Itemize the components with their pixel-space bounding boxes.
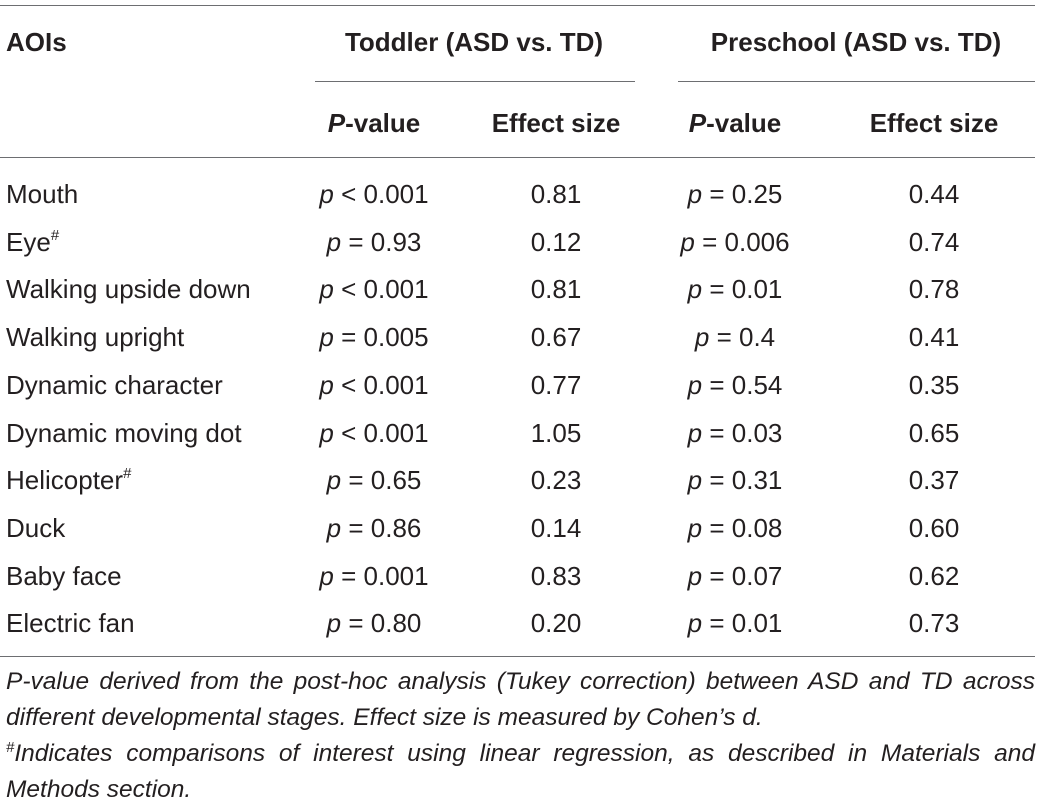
- toddler-pvalue: p < 0.001: [319, 179, 429, 209]
- toddler-pvalue: p < 0.001: [319, 274, 429, 305]
- header-bottom-rule: [0, 157, 1035, 158]
- table-row: Walking upright p = 0.005 0.67 p = 0.4 0.41: [0, 322, 1041, 352]
- aoi-label: Duck: [6, 512, 66, 543]
- preschool-effect-size: 0.62: [908, 560, 960, 591]
- toddler-effect-size: 0.14: [530, 512, 582, 543]
- preschool-pvalue: p = 0.4: [694, 322, 776, 353]
- toddler-effect-size: 0.81: [530, 274, 582, 305]
- preschool-effect-size: 0.37: [908, 465, 960, 496]
- toddler-effect-size: 0.23: [530, 465, 582, 496]
- toddler-pvalue: p = 0.86: [326, 512, 422, 543]
- toddler-pvalue: p < 0.001: [319, 417, 429, 448]
- toddler-effect-size: 0.20: [530, 608, 582, 639]
- aoi-label: Dynamic moving dot: [6, 417, 242, 448]
- footnote-text-2: Indicates comparisons of interest using …: [6, 740, 1035, 803]
- preschool-effect-size: 0.78: [908, 274, 960, 305]
- table-row: Eye# p = 0.93 0.12 p = 0.006 0.74: [0, 227, 1041, 257]
- preschool-pvalue: p = 0.25: [687, 179, 783, 209]
- aoi-label: Electric fan: [6, 608, 135, 639]
- toddler-effect-size: 1.05: [530, 417, 582, 448]
- toddler-effect-size: 0.67: [530, 322, 582, 353]
- preschool-effect-size: 0.44: [908, 179, 960, 209]
- table-row: Electric fan p = 0.80 0.20 p = 0.01 0.73: [0, 608, 1041, 638]
- footnote-text: P-value derived from the post-hoc analys…: [6, 668, 1035, 731]
- preschool-effect-size: 0.35: [908, 369, 960, 400]
- preschool-group-rule: [678, 81, 1035, 82]
- aoi-label: Mouth: [6, 179, 79, 209]
- aoi-label: Walking upside down: [6, 274, 251, 305]
- toddler-pvalue: p = 0.005: [319, 322, 429, 353]
- preschool-pvalue: p = 0.01: [687, 274, 783, 305]
- toddler-pvalue: p < 0.001: [319, 369, 429, 400]
- table-footnote: P-value derived from the post-hoc analys…: [6, 664, 1035, 808]
- aoi-label: Baby face: [6, 560, 122, 591]
- header-toddler: Toddler (ASD vs. TD): [344, 27, 604, 57]
- preschool-pvalue: p = 0.03: [687, 417, 783, 448]
- aoi-label: Dynamic character: [6, 369, 223, 400]
- toddler-pvalue: p = 0.001: [319, 560, 429, 591]
- toddler-effect-size: 0.12: [530, 226, 582, 257]
- toddler-effect-size: 0.81: [530, 179, 582, 209]
- table-row: Dynamic moving dot p < 0.001 1.05 p = 0.03 0…: [0, 418, 1041, 448]
- footnote-mark: #: [6, 739, 15, 756]
- toddler-effect-size: 0.83: [530, 560, 582, 591]
- preschool-pvalue: p = 0.01: [687, 608, 783, 639]
- aoi-label: Eye#: [6, 226, 60, 257]
- header-aois: AOIs: [6, 27, 67, 57]
- header-toddler-effect-size: Effect size: [491, 108, 621, 138]
- table-row: Mouth p < 0.001 0.81 p = 0.25 0.44: [0, 179, 1041, 209]
- table-row: Walking upside down p < 0.001 0.81 p = 0.01…: [0, 274, 1041, 304]
- preschool-pvalue: p = 0.54: [687, 369, 783, 400]
- header-preschool-pvalue: P-value: [688, 108, 782, 138]
- preschool-pvalue: p = 0.006: [680, 226, 790, 257]
- preschool-effect-size: 0.65: [908, 417, 960, 448]
- table-bottom-rule: [0, 656, 1035, 657]
- table-row: Dynamic character p < 0.001 0.77 p = 0.54 0.…: [0, 370, 1041, 400]
- toddler-effect-size: 0.77: [530, 369, 582, 400]
- toddler-pvalue: p = 0.80: [326, 608, 422, 639]
- header-toddler-pvalue: P-value: [327, 108, 421, 138]
- preschool-effect-size: 0.41: [908, 322, 960, 353]
- toddler-group-rule: [315, 81, 635, 82]
- preschool-effect-size: 0.73: [908, 608, 960, 639]
- preschool-effect-size: 0.60: [908, 512, 960, 543]
- preschool-pvalue: p = 0.31: [687, 465, 783, 496]
- table-row: Baby face p = 0.001 0.83 p = 0.07 0.62: [0, 561, 1041, 591]
- header-preschool-effect-size: Effect size: [869, 108, 999, 138]
- table-row: Helicopter# p = 0.65 0.23 p = 0.31 0.37: [0, 465, 1041, 495]
- top-rule: [0, 5, 1035, 6]
- aoi-label: Walking upright: [6, 322, 185, 353]
- header-preschool: Preschool (ASD vs. TD): [710, 27, 1002, 57]
- table-row: Duck p = 0.86 0.14 p = 0.08 0.60: [0, 513, 1041, 543]
- toddler-pvalue: p = 0.93: [326, 226, 422, 257]
- preschool-effect-size: 0.74: [908, 226, 960, 257]
- aoi-label: Helicopter#: [6, 465, 132, 496]
- toddler-pvalue: p = 0.65: [326, 465, 422, 496]
- preschool-pvalue: p = 0.08: [687, 512, 783, 543]
- preschool-pvalue: p = 0.07: [687, 560, 783, 591]
